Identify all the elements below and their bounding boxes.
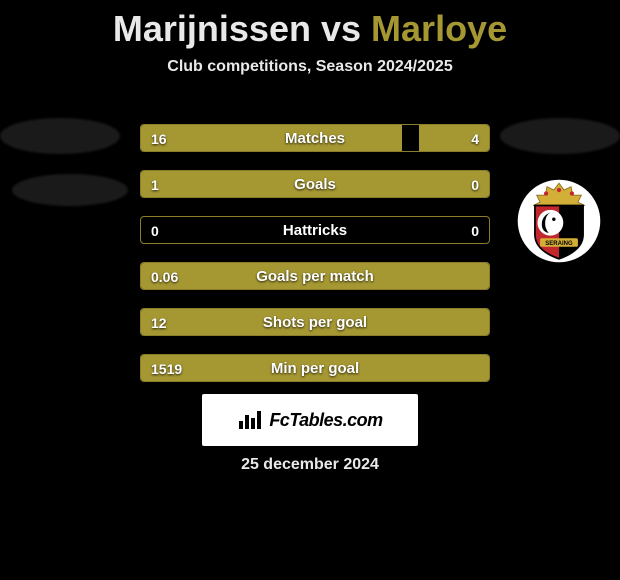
- stat-bar-row: 10Goals: [140, 170, 490, 198]
- svg-text:SERAING: SERAING: [545, 241, 573, 247]
- vs-separator: vs: [321, 8, 361, 49]
- bar-label: Matches: [141, 125, 489, 151]
- player1-name: Marijnissen: [113, 8, 311, 49]
- left-shadow-icon: [12, 174, 128, 206]
- brand-chart-icon: [237, 409, 265, 431]
- team-badge-icon: SERAING: [516, 178, 602, 264]
- stat-bar-row: 12Shots per goal: [140, 308, 490, 336]
- stat-bar-row: 1519Min per goal: [140, 354, 490, 382]
- comparison-title: Marijnissen vs Marloye: [0, 0, 620, 50]
- bar-label: Goals per match: [141, 263, 489, 289]
- bar-label: Goals: [141, 171, 489, 197]
- stat-bar-row: 164Matches: [140, 124, 490, 152]
- stats-bars: 164Matches 10Goals 00Hattricks 0.06Goals pe…: [140, 124, 490, 400]
- stat-bar-row: 00Hattricks: [140, 216, 490, 244]
- brand-box: FcTables.com: [202, 394, 418, 446]
- stat-bar-row: 0.06Goals per match: [140, 262, 490, 290]
- bar-label: Shots per goal: [141, 309, 489, 335]
- bar-label: Min per goal: [141, 355, 489, 381]
- right-shadow-icon: [500, 118, 620, 154]
- left-shadow-icon: [0, 118, 120, 154]
- player2-name: Marloye: [371, 8, 507, 49]
- brand-text: FcTables.com: [269, 410, 382, 431]
- bar-label: Hattricks: [141, 217, 489, 243]
- date-label: 25 december 2024: [0, 456, 620, 474]
- subtitle: Club competitions, Season 2024/2025: [0, 58, 620, 76]
